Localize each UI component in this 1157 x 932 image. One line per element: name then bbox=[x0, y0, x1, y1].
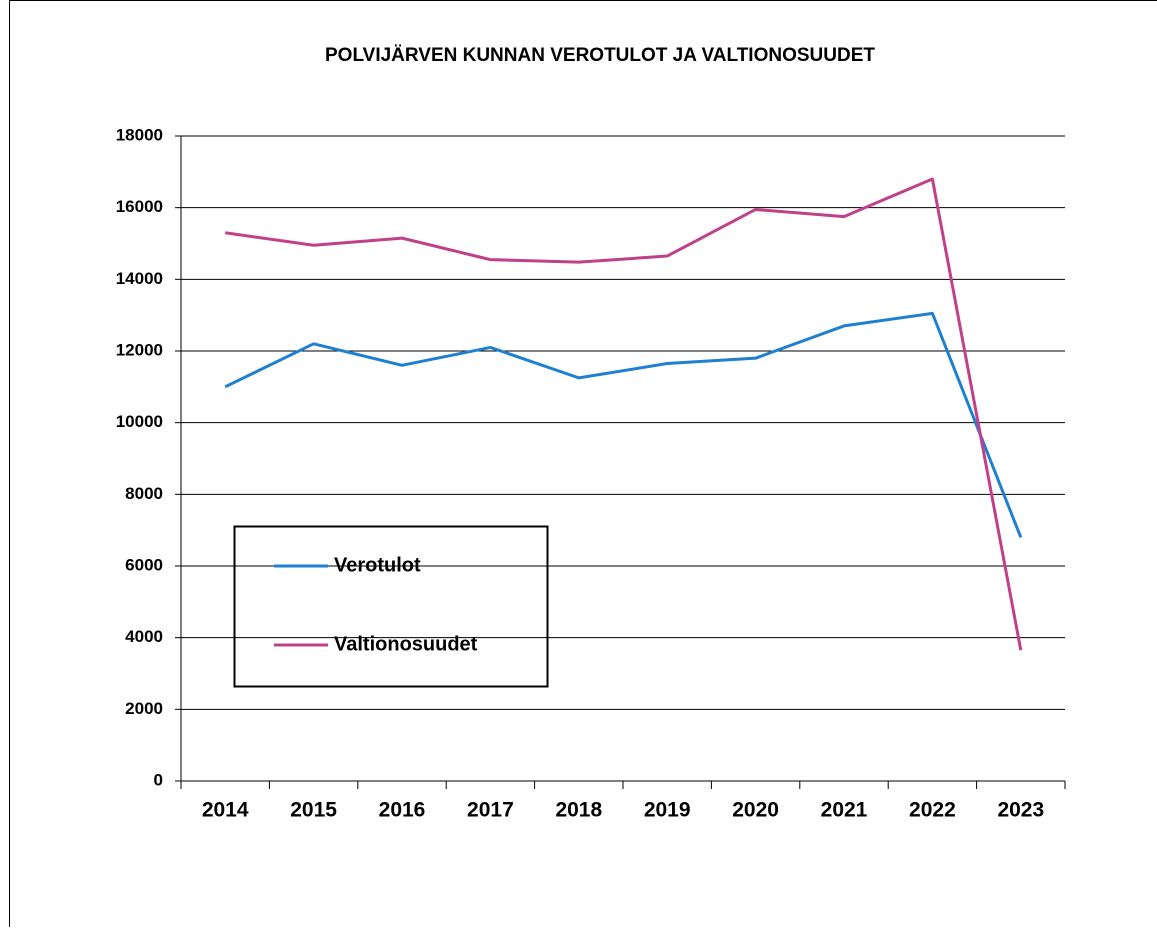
legend-label: Valtionosuudet bbox=[334, 633, 478, 655]
y-tick-label: 12000 bbox=[116, 340, 163, 359]
y-tick-label: 6000 bbox=[125, 555, 163, 574]
x-tick-label: 2022 bbox=[909, 799, 956, 822]
x-tick-label: 2020 bbox=[732, 799, 779, 822]
x-tick-label: 2019 bbox=[644, 799, 691, 822]
x-tick-label: 2014 bbox=[202, 799, 249, 822]
x-tick-label: 2016 bbox=[379, 799, 426, 822]
y-tick-label: 16000 bbox=[116, 197, 163, 216]
y-tick-label: 8000 bbox=[125, 484, 163, 503]
x-tick-label: 2017 bbox=[467, 799, 514, 822]
y-tick-label: 0 bbox=[154, 770, 163, 789]
y-tick-label: 18000 bbox=[116, 125, 163, 144]
legend-box bbox=[235, 527, 548, 687]
x-tick-label: 2018 bbox=[555, 799, 602, 822]
y-tick-label: 14000 bbox=[116, 269, 163, 288]
x-tick-label: 2023 bbox=[997, 799, 1044, 822]
y-tick-label: 4000 bbox=[125, 627, 163, 646]
y-tick-label: 2000 bbox=[125, 699, 163, 718]
legend-label: Verotulot bbox=[334, 554, 421, 576]
x-tick-label: 2015 bbox=[290, 799, 337, 822]
x-tick-label: 2021 bbox=[821, 799, 868, 822]
chart-title: POLVIJÄRVEN KUNNAN VEROTULOT JA VALTIONO… bbox=[325, 45, 875, 66]
y-tick-label: 10000 bbox=[116, 412, 163, 431]
